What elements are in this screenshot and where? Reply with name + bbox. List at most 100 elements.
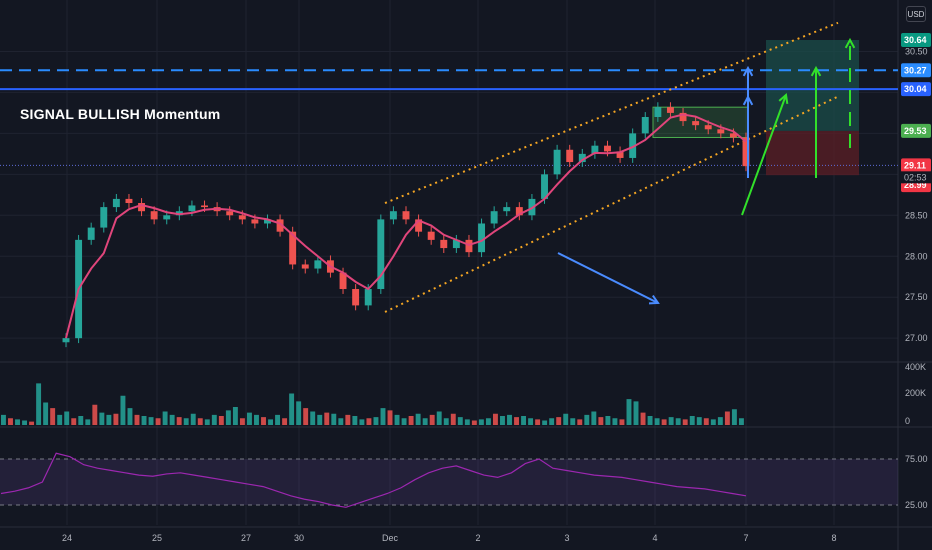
volume-bar bbox=[387, 410, 393, 425]
candle-body bbox=[566, 149, 574, 163]
price-badge-label: 28.99 bbox=[904, 180, 927, 190]
volume-bar bbox=[422, 418, 428, 425]
date-tick-label: 30 bbox=[294, 533, 304, 543]
volume-bar bbox=[514, 417, 519, 425]
volume-bar bbox=[36, 383, 42, 425]
candle-body bbox=[679, 112, 687, 122]
candle-body bbox=[541, 174, 548, 199]
date-tick-label: 7 bbox=[743, 533, 748, 543]
blue-up-arrow-2-head bbox=[742, 94, 754, 106]
volume-bar bbox=[134, 414, 140, 425]
price-badge bbox=[901, 33, 931, 47]
volume-bar bbox=[485, 418, 491, 425]
volume-bar bbox=[619, 419, 625, 425]
volume-bar bbox=[464, 419, 470, 425]
date-tick-label: Dec bbox=[382, 533, 399, 543]
volume-bar bbox=[15, 419, 20, 425]
volume-bar bbox=[500, 416, 505, 425]
volume-bar bbox=[570, 418, 576, 425]
volume-bar bbox=[113, 413, 119, 425]
volume-bar bbox=[204, 419, 210, 425]
volume-bar bbox=[675, 418, 681, 425]
volume-bar bbox=[190, 413, 196, 425]
green-arrow-3-head bbox=[844, 37, 856, 49]
volume-bar bbox=[605, 416, 611, 425]
volume-bar bbox=[1, 414, 6, 425]
candle-body bbox=[591, 145, 599, 154]
volume-bar bbox=[141, 416, 147, 425]
volume-bar bbox=[148, 417, 154, 425]
candle-body bbox=[125, 198, 133, 204]
candle-body bbox=[616, 151, 624, 158]
volume-bar bbox=[584, 414, 590, 425]
volume-bar bbox=[366, 418, 372, 425]
price-tick-label: 30.50 bbox=[905, 46, 928, 56]
volume-bar bbox=[176, 417, 182, 425]
candle-body bbox=[503, 207, 511, 212]
volume-bar bbox=[246, 412, 252, 425]
candle-body bbox=[415, 219, 423, 232]
volume-bar bbox=[120, 395, 126, 425]
blue-down-arrow-head bbox=[648, 295, 660, 305]
candle-body bbox=[704, 125, 712, 130]
volume-bar bbox=[64, 411, 70, 425]
price-badge bbox=[901, 123, 931, 138]
green-arrow-1-shaft bbox=[741, 94, 787, 216]
rsi-tick-label: 75.00 bbox=[905, 454, 928, 464]
candle-body bbox=[339, 272, 347, 290]
volume-bar bbox=[162, 411, 168, 425]
volume-bar bbox=[633, 401, 639, 425]
volume-bar bbox=[556, 417, 562, 425]
volume-bar bbox=[535, 419, 541, 425]
candle-body bbox=[654, 107, 662, 117]
volume-bar bbox=[239, 418, 245, 425]
volume-bar bbox=[429, 414, 435, 425]
volume-bar bbox=[492, 413, 498, 425]
volume-bar bbox=[169, 414, 175, 425]
volume-bar bbox=[211, 414, 217, 425]
price-badge bbox=[901, 158, 931, 173]
price-tick-label: 28.00 bbox=[905, 251, 928, 261]
volume-bar bbox=[661, 419, 667, 425]
date-tick-label: 27 bbox=[241, 533, 251, 543]
candle-body bbox=[251, 219, 259, 224]
volume-tick-label: 400K bbox=[905, 362, 926, 372]
volume-bar bbox=[232, 407, 238, 425]
volume-bar bbox=[183, 418, 189, 425]
candle-body bbox=[377, 219, 385, 290]
currency-button[interactable]: USD bbox=[906, 6, 926, 22]
volume-bar bbox=[78, 416, 84, 425]
rsi-line bbox=[0, 452, 747, 508]
volume-bar bbox=[296, 401, 302, 425]
price-badge-label: 30.04 bbox=[904, 84, 927, 94]
candle-body bbox=[427, 231, 435, 240]
volume-bar bbox=[471, 420, 477, 425]
volume-bar bbox=[528, 418, 534, 425]
volume-bar bbox=[640, 412, 646, 425]
volume-bar bbox=[612, 418, 618, 425]
volume-bar bbox=[682, 419, 688, 425]
volume-bar bbox=[450, 413, 456, 425]
candle-body bbox=[717, 129, 725, 134]
volume-bar bbox=[282, 418, 288, 425]
volume-bar bbox=[29, 421, 35, 425]
volume-tick-label: 0 bbox=[905, 416, 910, 426]
green-arrow-2-head bbox=[810, 65, 822, 77]
candle-body bbox=[264, 219, 271, 224]
candle-body bbox=[440, 239, 448, 249]
volume-bar bbox=[563, 413, 569, 425]
volume-bar bbox=[254, 414, 259, 425]
volume-bar bbox=[703, 418, 709, 425]
rsi-band bbox=[0, 459, 898, 505]
volume-bar bbox=[478, 419, 484, 425]
candle-body bbox=[201, 205, 208, 208]
volume-bar bbox=[303, 408, 309, 425]
blue-down-arrow-shaft bbox=[557, 252, 659, 304]
candle-body bbox=[100, 207, 108, 228]
stop-zone bbox=[766, 130, 859, 176]
candle-body bbox=[62, 338, 70, 343]
candle-body bbox=[729, 133, 737, 138]
volume-bar bbox=[261, 417, 266, 425]
